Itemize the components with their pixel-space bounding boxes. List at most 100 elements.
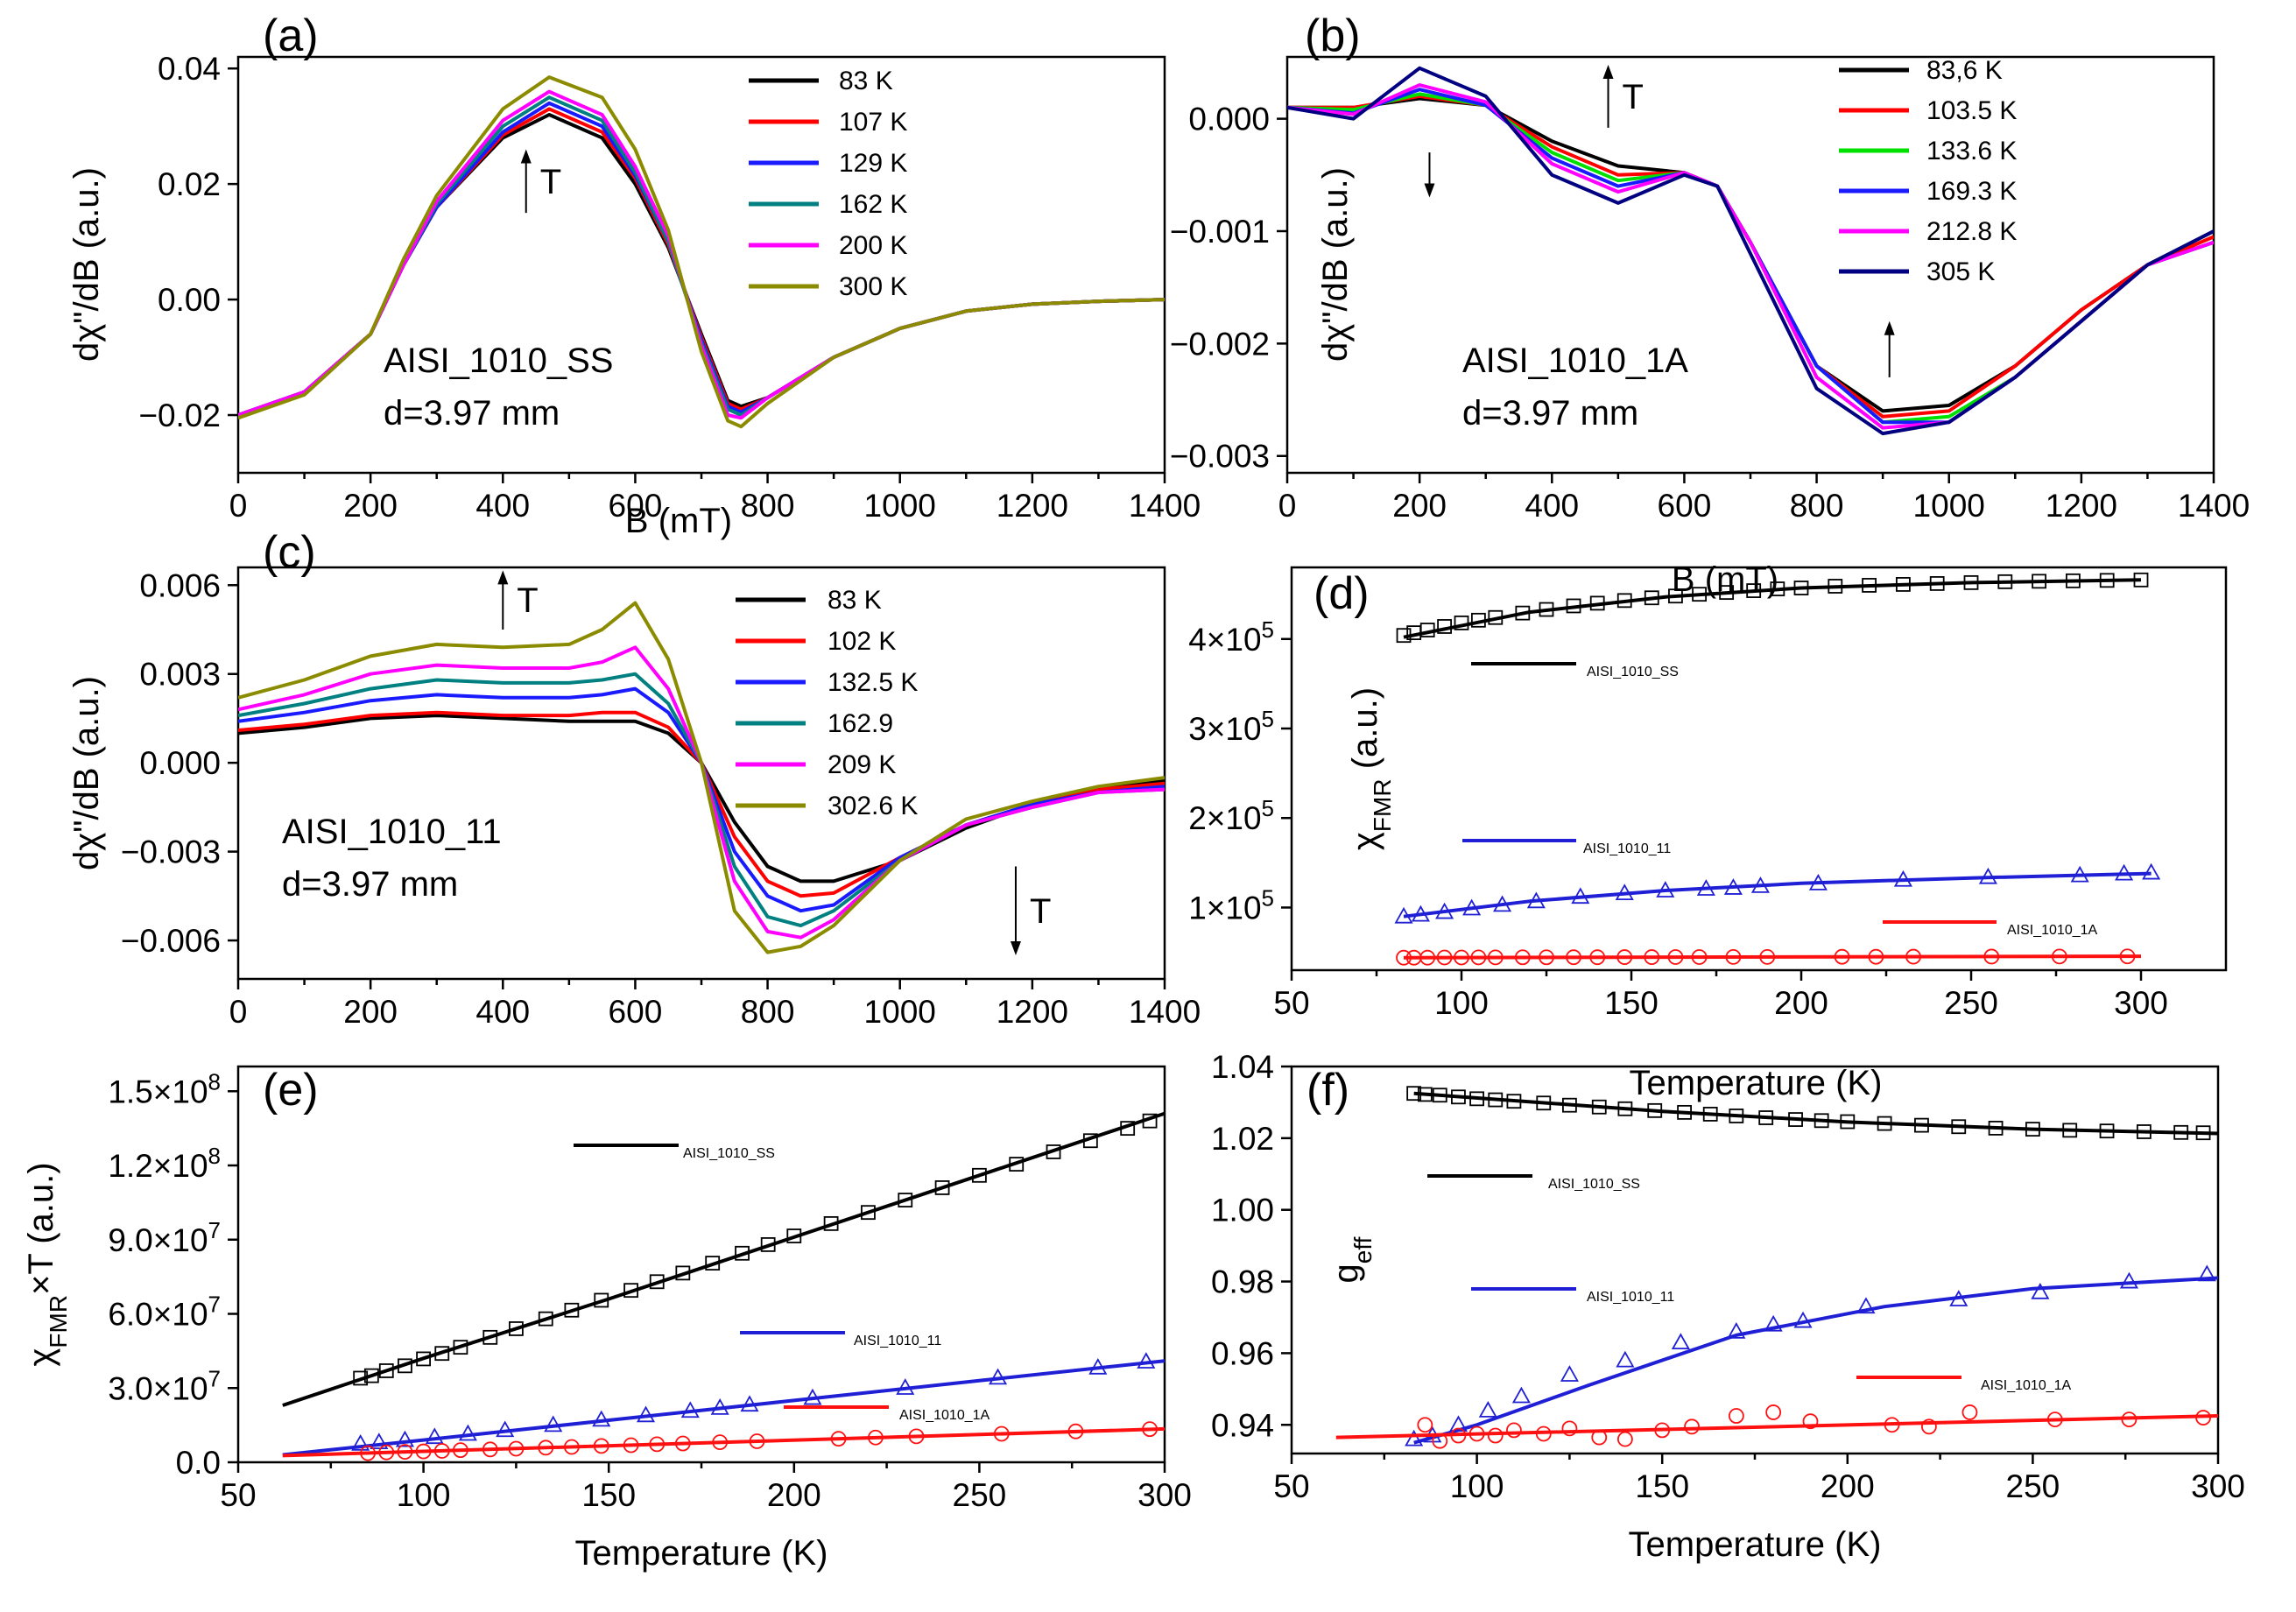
data-point — [972, 1167, 987, 1183]
y-axis-label: χFMR×T (a.u.) — [22, 1162, 72, 1366]
y-tick-label: 1.04 — [1211, 1049, 1274, 1085]
legend-label: 83,6 K — [1926, 56, 2003, 85]
data-point — [1478, 1401, 1497, 1418]
data-point — [2032, 574, 2047, 589]
data-point — [1462, 898, 1482, 916]
data-point — [1696, 879, 1715, 896]
data-point — [351, 1433, 370, 1451]
legend-label: AISI_1010_1A — [1981, 1378, 2072, 1393]
data-point — [1417, 1087, 1433, 1102]
panel-label: (a) — [263, 11, 319, 61]
data-point — [896, 1378, 915, 1395]
data-point — [1988, 1120, 2004, 1136]
y-axis-label-sub: FMR — [1369, 778, 1396, 832]
data-point — [823, 1215, 839, 1231]
y-tick-label: 1.00 — [1211, 1193, 1274, 1228]
temperature-arrow-label: T — [1623, 78, 1644, 116]
y-tick-label: 2×105 — [1188, 795, 1274, 836]
x-tick-label: 400 — [475, 994, 530, 1030]
data-point — [1856, 1297, 1876, 1314]
legend-label: 132.5 K — [828, 668, 918, 697]
y-tick-exponent: 5 — [1262, 795, 1274, 821]
data-point — [509, 1321, 524, 1336]
y-axis-label: dχ"/dB (a.u.) — [67, 167, 106, 362]
sample-label: AISI_1010_1A — [1462, 341, 1688, 380]
x-tick-label: 200 — [1392, 488, 1447, 524]
data-point — [398, 1358, 412, 1374]
data-point — [649, 1274, 665, 1290]
data-point — [1644, 590, 1659, 606]
data-point — [1406, 1086, 1422, 1102]
y-tick-label: 0.98 — [1211, 1264, 1274, 1300]
data-point — [1411, 905, 1430, 922]
data-point — [1536, 1095, 1552, 1111]
axes-frame — [1290, 1065, 2220, 1455]
data-point — [1539, 949, 1554, 966]
y-tick-label: 0.04 — [158, 51, 221, 87]
data-point — [1877, 1116, 1892, 1131]
legend-label: 302.6 K — [828, 792, 918, 820]
x-tick-label: 800 — [741, 994, 795, 1030]
x-tick-label: 50 — [1273, 985, 1309, 1021]
data-point — [1719, 585, 1735, 601]
temperature-arrow-label: T — [517, 581, 538, 620]
data-point — [2051, 948, 2067, 965]
data-point — [1978, 867, 1997, 884]
data-point — [482, 1329, 498, 1345]
x-tick-label: 1000 — [1913, 488, 1985, 524]
x-tick-label: 1200 — [997, 488, 1068, 524]
data-point — [1905, 948, 1921, 965]
data-point — [1997, 574, 2013, 589]
data-point — [1142, 1421, 1158, 1438]
y-tick-label: 1×105 — [1188, 884, 1274, 926]
data-point — [712, 1434, 729, 1451]
data-point — [1468, 1425, 1485, 1442]
data-point — [544, 1415, 563, 1432]
axes-frame — [236, 55, 1166, 475]
data-point — [1454, 615, 1469, 630]
data-point — [1432, 1088, 1447, 1103]
temperature-arrowhead — [1424, 183, 1435, 198]
data-point — [1840, 1114, 1856, 1130]
panel-label: (c) — [263, 527, 316, 578]
data-point — [1921, 1418, 1937, 1435]
data-point — [1616, 949, 1633, 965]
thickness-label: d=3.97 mm — [1462, 394, 1638, 433]
data-point — [908, 1428, 925, 1445]
y-tick-exponent: 7 — [208, 1292, 221, 1318]
data-point — [397, 1444, 413, 1461]
y-tick-label: 3×105 — [1188, 706, 1274, 747]
temperature-arrow-label: T — [540, 163, 561, 201]
data-point — [1506, 1422, 1522, 1439]
data-point — [496, 1420, 515, 1438]
data-point — [353, 1370, 369, 1386]
legend-label: AISI_1010_1A — [899, 1408, 990, 1423]
data-point — [680, 1401, 700, 1418]
data-point — [1539, 602, 1554, 617]
data-point — [1746, 583, 1762, 598]
y-tick-label: −0.02 — [138, 398, 221, 433]
series-line — [238, 113, 1165, 417]
data-point — [592, 1410, 611, 1427]
data-point — [861, 1205, 876, 1221]
data-point — [1589, 949, 1606, 966]
legend-label: AISI_1010_SS — [1548, 1177, 1640, 1192]
data-point — [1963, 574, 1979, 590]
data-point — [1560, 1365, 1579, 1382]
legend-label: 162 K — [839, 190, 907, 219]
data-point — [649, 1436, 666, 1453]
data-point — [1432, 1432, 1448, 1449]
data-point — [1788, 1112, 1803, 1127]
data-point — [482, 1441, 498, 1458]
data-point — [1793, 581, 1809, 595]
data-point — [830, 1431, 847, 1447]
y-tick-label: 0.94 — [1211, 1407, 1274, 1443]
data-point — [1893, 869, 1912, 887]
data-point — [1667, 949, 1684, 965]
data-point — [508, 1440, 525, 1457]
y-tick-label: −0.002 — [1170, 326, 1270, 362]
y-tick-label: 1.2×108 — [108, 1143, 221, 1184]
legend-label: AISI_1010_SS — [1587, 665, 1679, 679]
thickness-label: d=3.97 mm — [282, 865, 458, 904]
x-tick-label: 400 — [1525, 488, 1579, 524]
